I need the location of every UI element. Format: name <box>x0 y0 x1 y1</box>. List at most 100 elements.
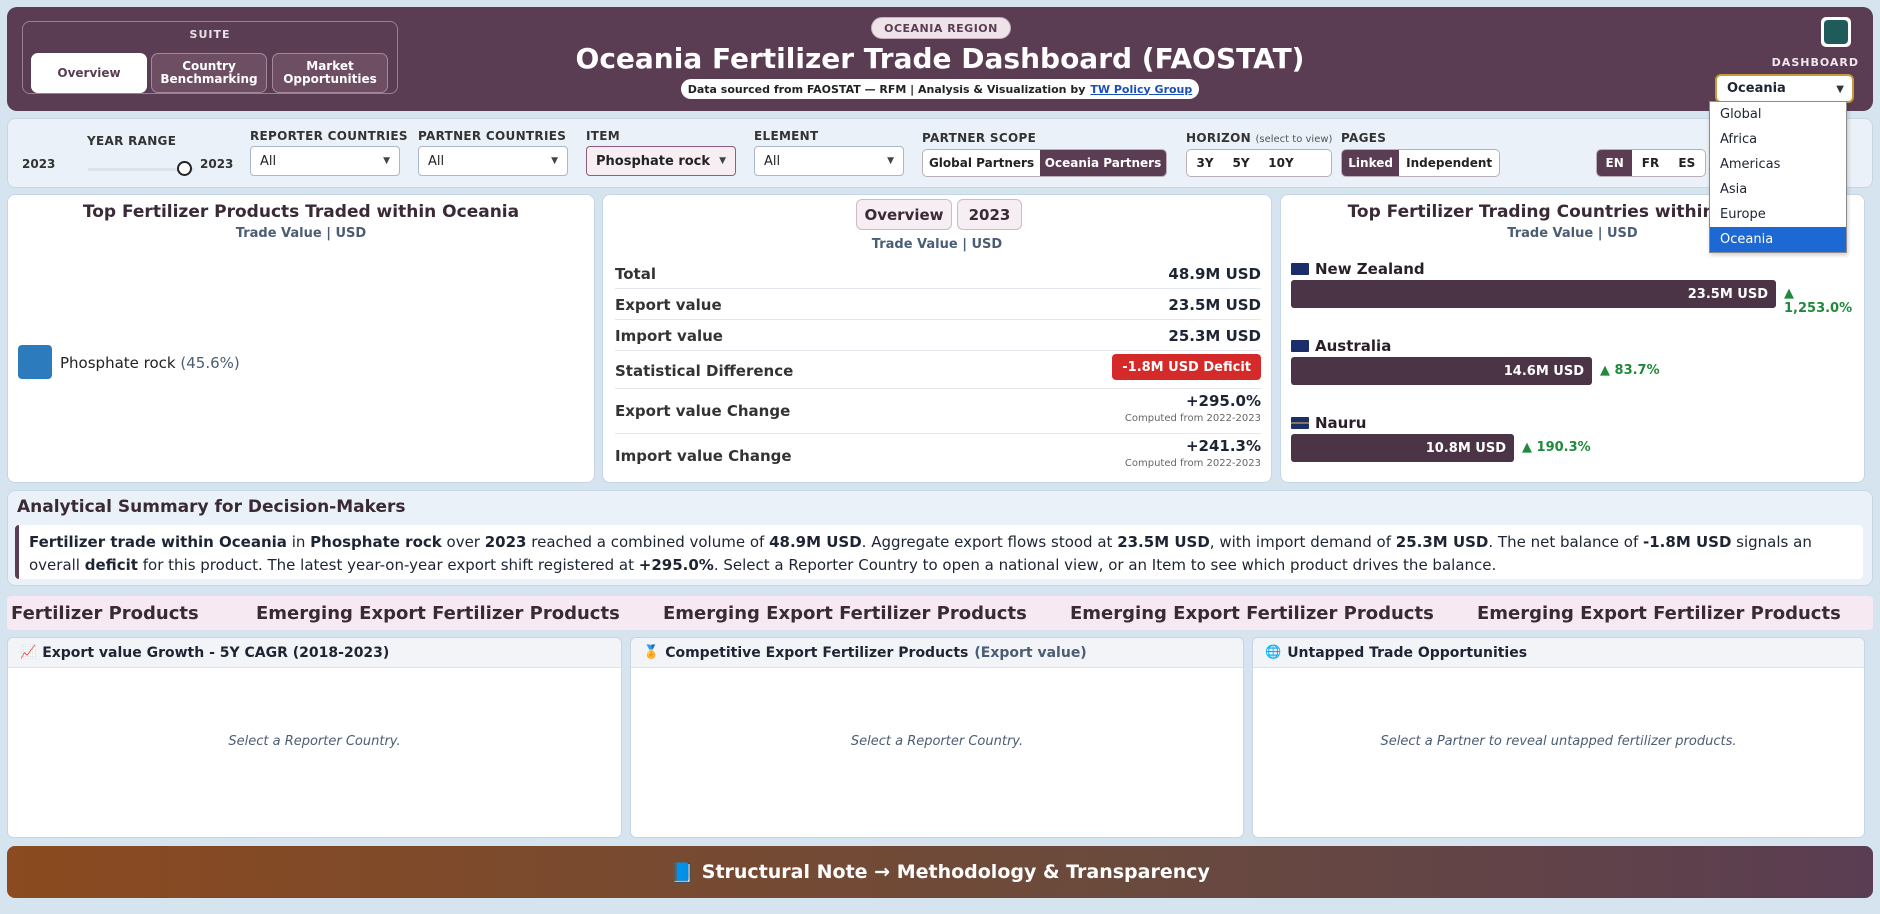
import-row: Import value 25.3M USD <box>615 320 1261 351</box>
import-change-value: +241.3% <box>1185 437 1261 455</box>
chevron-down-icon: ▼ <box>887 156 894 166</box>
dashboard-select[interactable]: Oceania ▼ <box>1715 74 1854 103</box>
source-text: Data sourced from FAOSTAT — RFM | Analys… <box>687 82 1086 96</box>
total-value: 48.9M USD <box>1168 265 1261 283</box>
year-range-label: YEAR RANGE <box>87 134 177 148</box>
nr-flag-icon <box>1291 417 1309 429</box>
element-select[interactable]: All ▼ <box>754 146 904 176</box>
horizon-3y[interactable]: 3Y <box>1196 156 1214 170</box>
pages-independent[interactable]: Independent <box>1406 156 1493 170</box>
ticker-bar: Fertilizer Products Emerging Export Fert… <box>7 596 1873 630</box>
structural-note-button[interactable]: 📘 Structural Note → Methodology & Transp… <box>7 846 1873 898</box>
element-select-value: All <box>764 153 781 169</box>
dropdown-option-europe[interactable]: Europe <box>1720 207 1766 222</box>
partner-scope-toggle: Global Partners Oceania Partners <box>922 149 1167 177</box>
year-slider-track[interactable] <box>88 168 194 171</box>
country-bar[interactable]: 10.8M USD <box>1291 434 1514 462</box>
untapped-panel-empty: Select a Partner to reveal untapped fert… <box>1380 734 1737 749</box>
tw-policy-group-link[interactable]: TW Policy Group <box>1090 82 1193 96</box>
summary-span: . Select a Reporter Country to open a na… <box>713 556 1497 574</box>
overview-chip[interactable]: Overview <box>856 199 952 230</box>
country-new-zealand[interactable]: New Zealand <box>1291 260 1425 278</box>
summary-span: in <box>286 533 311 551</box>
suite-tab-country-benchmarking[interactable]: Country Benchmarking <box>151 53 267 93</box>
horizon-label-text: HORIZON <box>1186 131 1251 145</box>
summary-span: signals an overall <box>29 533 1812 574</box>
summary-span: , with import demand of <box>1209 533 1396 551</box>
ticker-item: Emerging Export Fertilizer Products <box>256 603 620 624</box>
country-bar[interactable]: 23.5M USD <box>1291 280 1776 308</box>
filter-bar: YEAR RANGE 2023 2023 REPORTER COUNTRIES … <box>7 118 1873 188</box>
country-growth: ▲ 1,253.0% <box>1784 286 1853 316</box>
pages-linked[interactable]: Linked <box>1342 150 1400 176</box>
dropdown-option-americas[interactable]: Americas <box>1720 157 1781 172</box>
scope-oceania-partners[interactable]: Oceania Partners <box>1040 150 1166 176</box>
lang-en[interactable]: EN <box>1597 150 1633 176</box>
summary-bold: deficit <box>84 556 138 574</box>
competitive-panel-header: 🏅 Competitive Export Fertilizer Products… <box>631 638 1243 668</box>
lang-es[interactable]: ES <box>1678 156 1696 170</box>
scope-global-partners[interactable]: Global Partners <box>928 156 1035 170</box>
dropdown-option-oceania[interactable]: Oceania <box>1710 227 1846 252</box>
export-change-value: +295.0% <box>1185 392 1261 410</box>
horizon-toggle: 3Y 5Y 10Y <box>1186 149 1332 177</box>
reporter-select[interactable]: All ▼ <box>250 146 400 176</box>
nz-flag-icon <box>1291 263 1309 275</box>
pages-toggle: Linked Independent <box>1341 149 1500 177</box>
partner-select[interactable]: All ▼ <box>418 146 568 176</box>
structural-note-label: Structural Note → Methodology & Transpar… <box>701 861 1210 883</box>
export-row: Export value 23.5M USD <box>615 289 1261 320</box>
country-australia[interactable]: Australia <box>1291 337 1391 355</box>
suite-tab-market-opportunities[interactable]: Market Opportunities <box>272 53 388 93</box>
country-growth: ▲ 83.7% <box>1600 363 1660 378</box>
summary-span: reached a combined volume of <box>526 533 770 551</box>
horizon-hint: (select to view) <box>1255 134 1333 145</box>
overview-subtitle: Trade Value | USD <box>871 237 1003 252</box>
import-value: 25.3M USD <box>1168 327 1261 345</box>
ticker-item: Fertilizer Products <box>11 603 199 624</box>
ticker-item: Emerging Export Fertilizer Products <box>663 603 1027 624</box>
dropdown-option-global[interactable]: Global <box>1720 107 1762 122</box>
suite-label: SUITE <box>189 28 231 41</box>
horizon-5y[interactable]: 5Y <box>1232 156 1250 170</box>
dashboard-dropdown: Global Africa Americas Asia Europe Ocean… <box>1709 101 1847 253</box>
dashboard-select-value: Oceania <box>1727 81 1786 96</box>
chart-up-icon: 📈 <box>20 645 37 660</box>
year-chip[interactable]: 2023 <box>957 199 1022 230</box>
total-row: Total 48.9M USD <box>615 259 1261 289</box>
language-toggle: EN FR ES <box>1596 149 1706 177</box>
export-change-note: Computed from 2022-2023 <box>1124 413 1261 424</box>
diff-row: Statistical Difference -1.8M USD Deficit <box>615 351 1261 389</box>
dropdown-option-asia[interactable]: Asia <box>1720 182 1748 197</box>
dropdown-option-africa[interactable]: Africa <box>1720 132 1758 147</box>
au-flag-icon <box>1291 340 1309 352</box>
partner-label: PARTNER COUNTRIES <box>418 129 567 143</box>
country-name: New Zealand <box>1315 260 1425 278</box>
year-slider-handle[interactable] <box>177 161 192 176</box>
dashboard-header: SUITE Overview Country Benchmarking Mark… <box>7 7 1873 111</box>
lang-fr[interactable]: FR <box>1641 156 1660 170</box>
dashboard-label: DASHBOARD <box>1771 56 1859 69</box>
suite-tab-overview[interactable]: Overview <box>31 53 147 93</box>
country-nauru[interactable]: Nauru <box>1291 414 1366 432</box>
horizon-10y[interactable]: 10Y <box>1268 156 1294 170</box>
country-name: Nauru <box>1315 414 1367 432</box>
top-products-subtitle: Trade Value | USD <box>235 226 367 241</box>
horizon-label: HORIZON (select to view) <box>1186 131 1332 145</box>
growth-panel: 📈 Export value Growth - 5Y CAGR (2018-20… <box>7 637 622 838</box>
export-change-label: Export value Change <box>615 402 791 420</box>
import-change-row: Import value Change +241.3% Computed fro… <box>615 434 1261 479</box>
country-bar[interactable]: 14.6M USD <box>1291 357 1592 385</box>
competitive-panel-title: Competitive Export Fertilizer Products <box>665 644 969 661</box>
item-select-value: Phosphate rock <box>596 153 711 169</box>
chevron-down-icon: ▼ <box>551 156 558 166</box>
summary-span: over <box>441 533 485 551</box>
summary-bold: 2023 <box>484 533 527 551</box>
summary-text: Fertilizer trade within Oceania in Phosp… <box>15 525 1863 579</box>
growth-panel-empty: Select a Reporter Country. <box>228 734 401 749</box>
item-select[interactable]: Phosphate rock ▼ <box>586 146 736 176</box>
legend-item[interactable]: Phosphate rock (45.6%) <box>60 354 240 372</box>
country-name: Australia <box>1315 337 1392 355</box>
legend-item-pct: (45.6%) <box>180 354 240 372</box>
top-countries-title: Top Fertilizer Trading Countries within … <box>1347 202 1798 222</box>
